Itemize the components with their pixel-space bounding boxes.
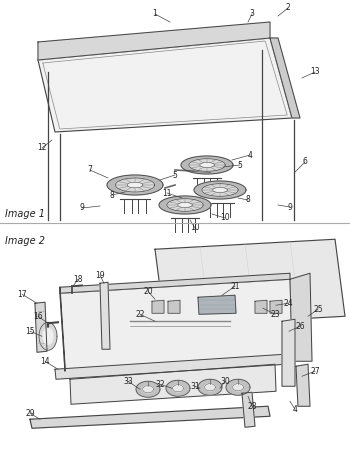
Polygon shape [282, 319, 295, 386]
Polygon shape [60, 273, 290, 293]
Polygon shape [181, 156, 233, 174]
Text: 25: 25 [313, 305, 323, 314]
Polygon shape [200, 162, 214, 167]
Polygon shape [255, 300, 267, 313]
Polygon shape [173, 385, 183, 392]
Polygon shape [107, 175, 163, 195]
Polygon shape [270, 300, 282, 313]
Polygon shape [35, 302, 47, 352]
Text: Image 2: Image 2 [5, 236, 45, 246]
Polygon shape [60, 279, 295, 371]
Polygon shape [116, 178, 155, 192]
Polygon shape [213, 188, 227, 193]
Text: Image 1: Image 1 [5, 209, 45, 219]
Polygon shape [38, 22, 270, 60]
Text: 5: 5 [173, 170, 177, 179]
Text: 8: 8 [246, 195, 250, 204]
Text: 4: 4 [293, 405, 297, 414]
Text: 9: 9 [79, 203, 84, 212]
Text: 14: 14 [40, 357, 50, 366]
Polygon shape [205, 384, 215, 391]
Text: 13: 13 [310, 68, 320, 77]
Polygon shape [226, 379, 250, 395]
Polygon shape [39, 322, 57, 350]
Text: 6: 6 [302, 157, 307, 166]
Polygon shape [60, 287, 65, 371]
Polygon shape [198, 379, 222, 395]
Polygon shape [270, 38, 300, 118]
Text: 1: 1 [153, 9, 158, 18]
Polygon shape [178, 202, 192, 207]
Polygon shape [296, 364, 310, 406]
Text: 26: 26 [295, 322, 305, 331]
Polygon shape [198, 295, 236, 314]
Text: 12: 12 [37, 143, 47, 152]
Text: 15: 15 [25, 327, 35, 336]
Text: 27: 27 [310, 367, 320, 376]
Polygon shape [155, 239, 345, 326]
Text: 29: 29 [25, 409, 35, 418]
Polygon shape [100, 282, 110, 349]
Text: 20: 20 [143, 287, 153, 296]
Polygon shape [127, 182, 143, 188]
Text: 23: 23 [270, 310, 280, 319]
Text: 16: 16 [33, 312, 43, 321]
Text: 4: 4 [247, 151, 252, 160]
Text: 31: 31 [190, 382, 200, 391]
Polygon shape [242, 392, 255, 427]
Text: 21: 21 [230, 282, 240, 291]
Polygon shape [166, 380, 190, 396]
Polygon shape [43, 328, 53, 344]
Polygon shape [70, 364, 276, 404]
Polygon shape [159, 196, 211, 214]
Polygon shape [136, 381, 160, 397]
Text: 3: 3 [250, 9, 254, 18]
Text: 7: 7 [88, 166, 92, 175]
Polygon shape [168, 300, 180, 313]
Text: 10: 10 [220, 213, 230, 222]
Text: 24: 24 [283, 299, 293, 308]
Polygon shape [194, 181, 246, 199]
Text: 33: 33 [123, 377, 133, 386]
Polygon shape [30, 406, 270, 428]
Text: 22: 22 [135, 310, 145, 319]
Text: 17: 17 [17, 290, 27, 299]
Text: 11: 11 [162, 189, 172, 198]
Text: 10: 10 [190, 224, 200, 233]
Text: 8: 8 [110, 190, 114, 199]
Text: 32: 32 [155, 380, 165, 389]
Polygon shape [55, 354, 286, 379]
Polygon shape [290, 273, 312, 361]
Text: 18: 18 [73, 275, 83, 284]
Text: 30: 30 [220, 377, 230, 386]
Polygon shape [142, 386, 153, 393]
Polygon shape [189, 159, 225, 171]
Polygon shape [167, 199, 203, 212]
Text: 2: 2 [286, 4, 290, 13]
Text: 19: 19 [95, 271, 105, 280]
Polygon shape [152, 300, 164, 313]
Text: 9: 9 [288, 202, 293, 212]
Text: 28: 28 [247, 402, 257, 411]
Text: 5: 5 [238, 161, 243, 170]
Polygon shape [233, 384, 243, 391]
Polygon shape [38, 38, 292, 132]
Polygon shape [202, 184, 238, 196]
